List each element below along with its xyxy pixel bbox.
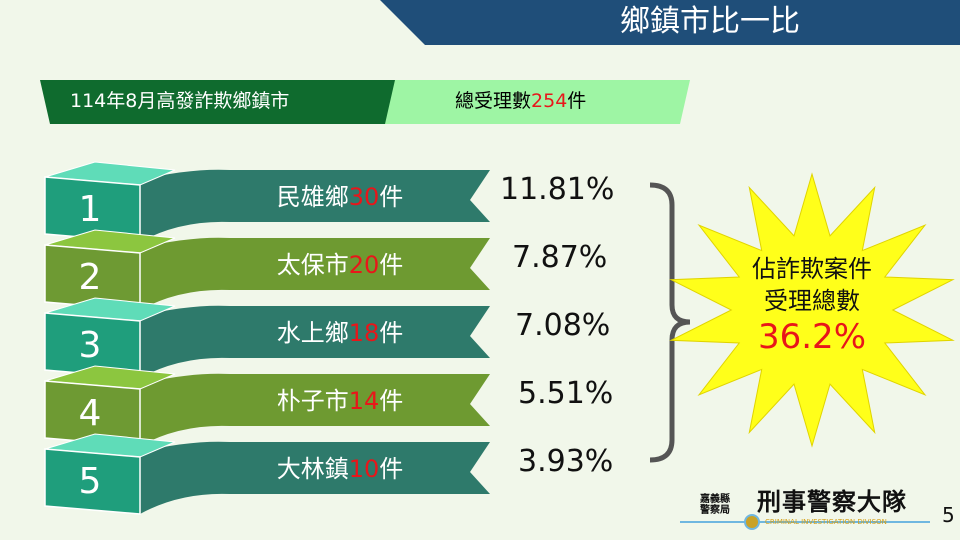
bracket bbox=[649, 182, 691, 463]
subheader-title: 114年8月高發詐欺鄉鎮市 bbox=[70, 90, 290, 112]
town-name: 朴子市 bbox=[276, 387, 349, 415]
logo-line bbox=[680, 514, 930, 530]
rank-number: 4 bbox=[78, 393, 102, 434]
total-unit: 件 bbox=[567, 90, 587, 112]
percentage: 3.93% bbox=[518, 444, 614, 479]
rank-box-front bbox=[44, 448, 141, 515]
page-title: 鄉鎮市比一比 bbox=[620, 4, 800, 39]
town-name: 太保市 bbox=[276, 251, 349, 279]
rank-number: 5 bbox=[78, 461, 102, 502]
ribbon bbox=[140, 169, 490, 242]
page-number: 5 bbox=[942, 503, 955, 527]
logo-english: CRIMINAL INVESTIGATION DIVISON bbox=[765, 518, 887, 526]
total-label: 總受理數 bbox=[455, 90, 532, 112]
header-bar bbox=[380, 0, 960, 45]
percentage: 7.08% bbox=[515, 308, 611, 343]
case-unit: 件 bbox=[379, 387, 404, 415]
percentage: 5.51% bbox=[518, 376, 614, 411]
total-value: 254 bbox=[531, 90, 568, 112]
town-label: 朴子市14件 bbox=[210, 384, 470, 418]
callout-value: 36.2% bbox=[757, 317, 866, 357]
logo-org-line2: 警察局 bbox=[700, 505, 730, 516]
town-name: 大林鎮 bbox=[276, 455, 349, 483]
ribbon bbox=[140, 237, 490, 310]
case-unit: 件 bbox=[379, 183, 404, 211]
case-count: 20 bbox=[348, 251, 380, 279]
logo-org-small: 嘉義縣 警察局 bbox=[700, 494, 730, 516]
town-label: 大林鎮10件 bbox=[210, 452, 470, 486]
case-count: 14 bbox=[348, 387, 380, 415]
ribbon bbox=[140, 373, 490, 446]
town-label: 民雄鄉30件 bbox=[210, 180, 470, 214]
town-name: 水上鄉 bbox=[276, 319, 349, 347]
logo-name: 刑事警察大隊 bbox=[757, 488, 907, 516]
percentage: 7.87% bbox=[512, 240, 608, 275]
percentage: 11.81% bbox=[500, 172, 615, 207]
case-unit: 件 bbox=[379, 319, 404, 347]
subheader-right-bar bbox=[385, 80, 690, 124]
starburst-callout bbox=[669, 172, 955, 448]
ribbon bbox=[140, 441, 490, 514]
rank-number: 2 bbox=[78, 257, 102, 298]
callout-line1: 佔詐欺案件 bbox=[752, 255, 872, 283]
rank-number: 3 bbox=[78, 325, 102, 366]
ribbon bbox=[140, 305, 490, 378]
subheader-left-bar bbox=[40, 80, 400, 124]
town-name: 民雄鄉 bbox=[276, 183, 349, 211]
total-cases: 總受理數254件 bbox=[455, 86, 586, 116]
case-count: 30 bbox=[348, 183, 380, 211]
case-unit: 件 bbox=[379, 455, 404, 483]
town-label: 水上鄉18件 bbox=[210, 316, 470, 350]
case-count: 18 bbox=[348, 319, 380, 347]
case-count: 10 bbox=[348, 455, 380, 483]
rank-number: 1 bbox=[78, 189, 102, 230]
badge-icon bbox=[744, 514, 760, 530]
callout-text: 佔詐欺案件 受理總數 36.2% bbox=[712, 253, 912, 357]
town-label: 太保市20件 bbox=[210, 248, 470, 282]
logo-org-line1: 嘉義縣 bbox=[700, 494, 730, 505]
callout-line2: 受理總數 bbox=[764, 287, 860, 315]
case-unit: 件 bbox=[379, 251, 404, 279]
